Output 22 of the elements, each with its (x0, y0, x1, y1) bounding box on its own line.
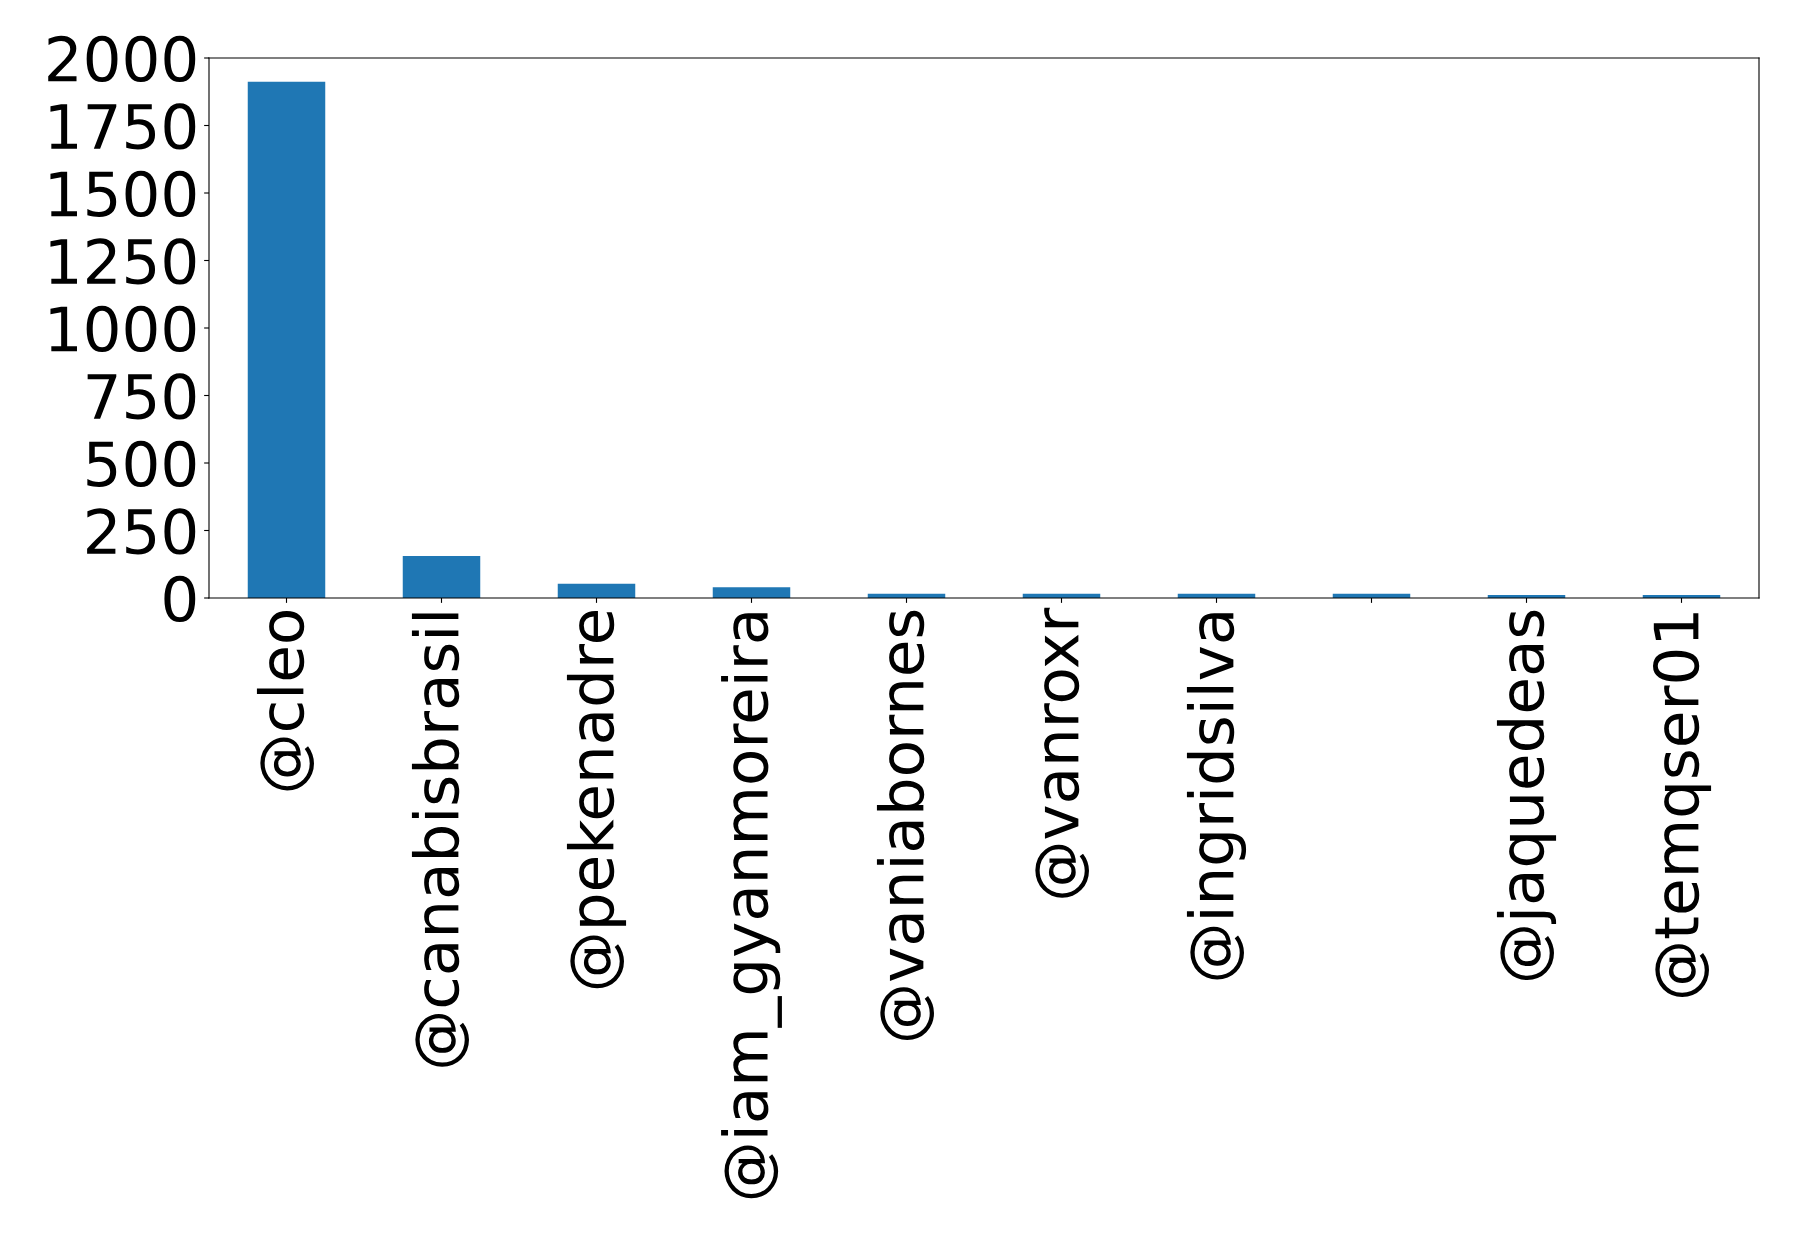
y-tick-label: 500 (87, 440, 196, 488)
y-tick-label: 0 (164, 575, 196, 623)
bar (402, 555, 481, 598)
x-tick-label: @jaquedeas (1496, 610, 1557, 981)
x-tick-label: @cleo (256, 611, 314, 791)
y-tick-label: 1750 (50, 103, 196, 150)
x-tick-label: @vaniabornes (876, 610, 934, 1040)
x-tick-label: @pekenadre (566, 610, 627, 989)
y-tick-label: 1000 (50, 305, 196, 353)
x-tick-label: @ingridsilva (1186, 613, 1247, 980)
y-tick-label: 2000 (48, 35, 196, 83)
y-tick-label: 1500 (50, 170, 196, 218)
bar (557, 583, 636, 598)
bar (712, 587, 791, 598)
x-tick-label: @vanroxr (1035, 607, 1089, 898)
y-tick-label: 1250 (50, 238, 196, 285)
y-tick-label: 750 (87, 373, 196, 420)
bar (247, 81, 326, 598)
x-tick-label: @canabisbrasil (411, 613, 469, 1067)
x-tick-label: @iam_gyanmoreira (721, 613, 782, 1199)
x-tick-label: @temqser01 (1653, 613, 1712, 998)
y-tick-label: 250 (87, 508, 196, 555)
